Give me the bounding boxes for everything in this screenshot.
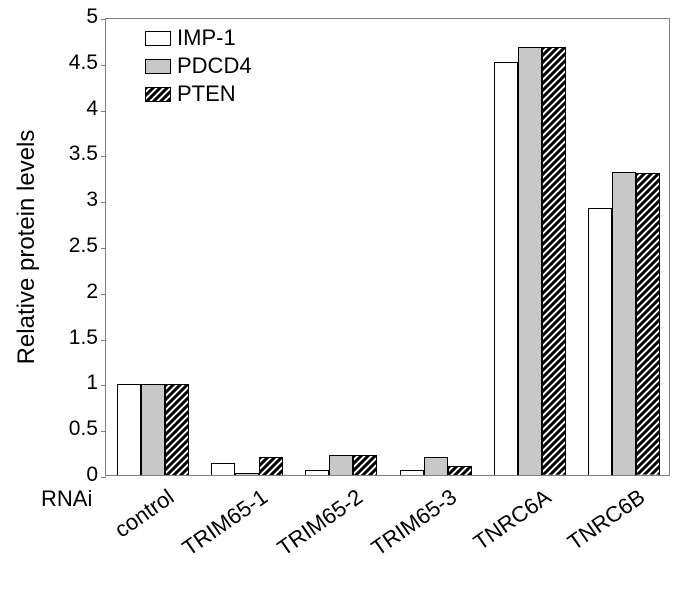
- bar: [329, 455, 353, 475]
- legend-item: PDCD4: [145, 53, 252, 79]
- legend-swatch: [145, 59, 171, 74]
- bar: [259, 457, 283, 475]
- x-category-label: TRIM65-2: [272, 484, 367, 561]
- legend-item: PTEN: [145, 81, 252, 107]
- legend-item: IMP-1: [145, 25, 252, 51]
- x-category-label: TNRC6A: [469, 484, 556, 556]
- bar: [117, 384, 141, 475]
- y-tick-label: 0.5: [69, 417, 106, 441]
- bar: [448, 466, 472, 475]
- bar: [400, 470, 424, 475]
- y-tick-label: 2.5: [69, 234, 106, 258]
- y-tick-label: 1.5: [69, 326, 106, 350]
- x-category-label: TRIM65-1: [178, 484, 273, 561]
- bar: [165, 384, 189, 475]
- y-tick-label: 1: [86, 371, 106, 395]
- bar: [141, 384, 165, 475]
- legend: IMP-1PDCD4 PTEN: [145, 25, 252, 109]
- bar: [305, 470, 329, 475]
- bar: [494, 62, 518, 475]
- legend-label: IMP-1: [177, 25, 236, 51]
- bar: [235, 473, 259, 475]
- bar: [612, 172, 636, 475]
- x-category-label: control: [110, 484, 179, 543]
- y-tick-label: 5: [86, 5, 106, 29]
- legend-label: PTEN: [177, 81, 236, 107]
- x-category-label: TRIM65-3: [366, 484, 461, 561]
- bar: [211, 463, 235, 475]
- bar: [353, 455, 377, 475]
- bar: [588, 208, 612, 475]
- bar: [636, 173, 660, 475]
- legend-swatch: [145, 31, 171, 46]
- y-tick-label: 0: [86, 463, 106, 487]
- y-tick-label: 3: [86, 188, 106, 212]
- legend-label: PDCD4: [177, 53, 252, 79]
- y-tick-label: 4: [86, 97, 106, 121]
- bar: [542, 47, 566, 475]
- legend-swatch: [145, 87, 171, 102]
- y-tick-label: 2: [86, 280, 106, 304]
- x-axis-group-label: RNAi: [41, 486, 92, 512]
- y-tick-label: 3.5: [69, 142, 106, 166]
- bar: [424, 457, 448, 475]
- x-category-label: TNRC6B: [563, 484, 650, 556]
- y-tick-label: 4.5: [69, 51, 106, 75]
- bar: [518, 47, 542, 475]
- y-axis-title: Relative protein levels: [13, 130, 41, 365]
